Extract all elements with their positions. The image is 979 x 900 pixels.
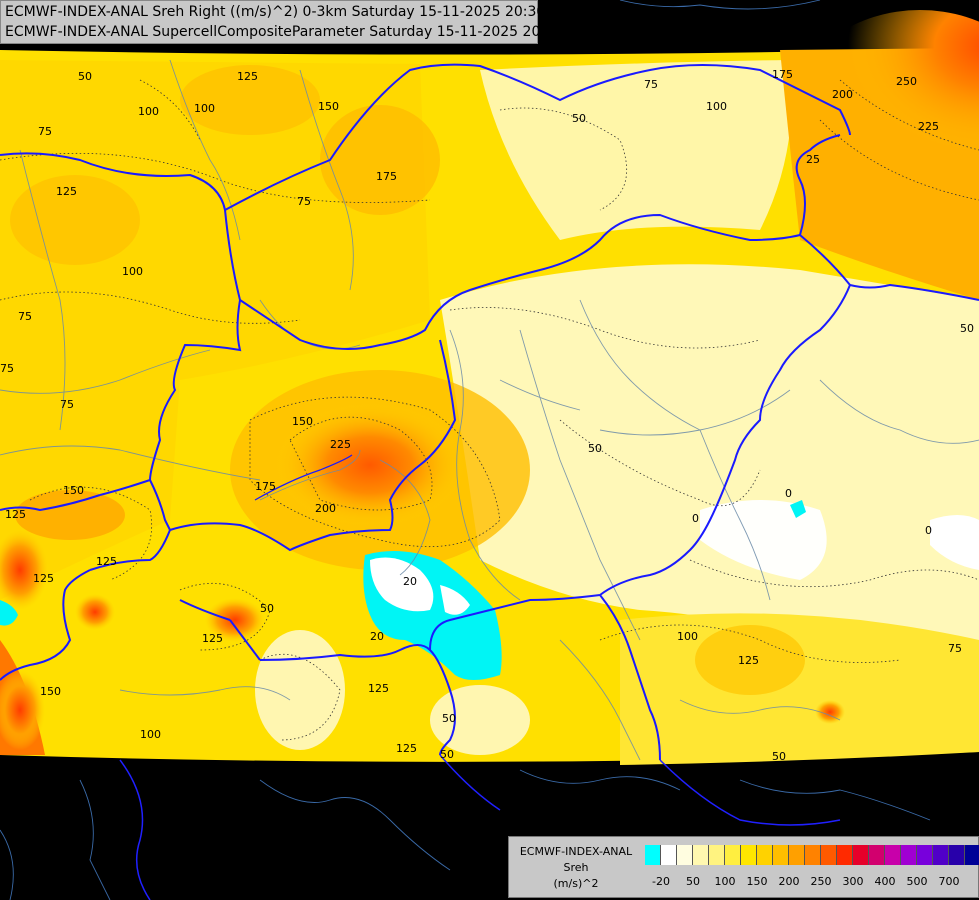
legend-swatch [837,845,853,865]
legend-tick-label: 500 [906,875,928,888]
legend-swatch [949,845,965,865]
legend-swatch [709,845,725,865]
legend-swatch [853,845,869,865]
legend-swatches [645,845,979,865]
contour-label: 25 [806,153,820,166]
contour-label: 75 [0,362,14,375]
contour-label: 0 [692,512,699,525]
legend-tick-label: 400 [874,875,896,888]
contour-label: 100 [138,105,159,118]
legend-swatch [869,845,885,865]
contour-label: 50 [572,112,586,125]
contour-label: 150 [63,484,84,497]
contour-label: 50 [440,748,454,761]
legend-swatch [741,845,757,865]
contour-label: 225 [330,438,351,451]
contour-label: 75 [644,78,658,91]
contour-label: 150 [40,685,61,698]
contour-label: 225 [918,120,939,133]
contour-label: 125 [738,654,759,667]
contour-label: 50 [960,322,974,335]
legend-tick-label: 50 [686,875,700,888]
field-north-pale [480,60,792,240]
contour-label: 75 [297,195,311,208]
legend-swatch [917,845,933,865]
contour-label: 150 [318,100,339,113]
contour-label: 175 [376,170,397,183]
contour-label: 75 [948,642,962,655]
legend-model: ECMWF-INDEX-ANAL [519,845,633,858]
title-line-2: ECMWF-INDEX-ANAL SupercellCompositeParam… [5,24,563,40]
legend-swatch [821,845,837,865]
contour-label: 125 [396,742,417,755]
contour-label: 100 [140,728,161,741]
legend-swatch [661,845,677,865]
legend-swatch [773,845,789,865]
legend-tick-label: 300 [842,875,864,888]
contour-label: 175 [772,68,793,81]
contour-label: 125 [368,682,389,695]
legend-swatch [805,845,821,865]
title-box: ECMWF-INDEX-ANAL Sreh Right ((m/s)^2) 0-… [0,0,563,44]
contour-label: 75 [18,310,32,323]
contour-label: 50 [260,602,274,615]
contour-label: 0 [925,524,932,537]
legend-swatch [645,845,661,865]
legend-swatch [965,845,979,865]
contour-label: 100 [677,630,698,643]
field-southeast [620,613,979,765]
zero-region-east [700,500,827,580]
contour-label: 100 [194,102,215,115]
contour-label: 0 [785,487,792,500]
contour-label: 125 [5,508,26,521]
contour-label: 20 [370,630,384,643]
contour-label: 125 [33,572,54,585]
contour-label: 125 [237,70,258,83]
contour-label: 20 [403,575,417,588]
contour-label: 250 [896,75,917,88]
legend-swatch [757,845,773,865]
color-legend: ECMWF-INDEX-ANAL Sreh (m/s)^2 -20 50 100 15… [508,836,979,898]
contour-label: 125 [96,555,117,568]
contour-label: 125 [56,185,77,198]
contour-label: 50 [772,750,786,763]
legend-tick-label: 150 [746,875,768,888]
contour-label: 100 [706,100,727,113]
legend-swatch [789,845,805,865]
legend-swatch [693,845,709,865]
legend-swatch [901,845,917,865]
contour-label: 175 [255,480,276,493]
legend-tick-label: 200 [778,875,800,888]
contour-label: 75 [60,398,74,411]
field-east-pale [440,264,979,700]
legend-swatch [677,845,693,865]
legend-ticks: -20 50 100 150 200 250 300 400 500 700 [645,875,975,889]
contour-label: 200 [315,502,336,515]
legend-tick-label: 250 [810,875,832,888]
legend-swatch [933,845,949,865]
contour-label: 50 [78,70,92,83]
title-line-1: ECMWF-INDEX-ANAL Sreh Right ((m/s)^2) 0-… [5,4,546,20]
contour-label: 75 [38,125,52,138]
legend-swatch [885,845,901,865]
legend-tick-label: 100 [714,875,736,888]
contour-label: 50 [588,442,602,455]
legend-param: Sreh [563,861,589,874]
legend-unit: (m/s)^2 [553,877,599,890]
contour-label: 125 [202,632,223,645]
legend-tick-label: 700 [938,875,960,888]
legend-tick-label: -20 [652,875,670,888]
contour-label: 100 [122,265,143,278]
contour-label: 50 [442,712,456,725]
contour-label: 200 [832,88,853,101]
contour-label: 150 [292,415,313,428]
legend-swatch [725,845,741,865]
